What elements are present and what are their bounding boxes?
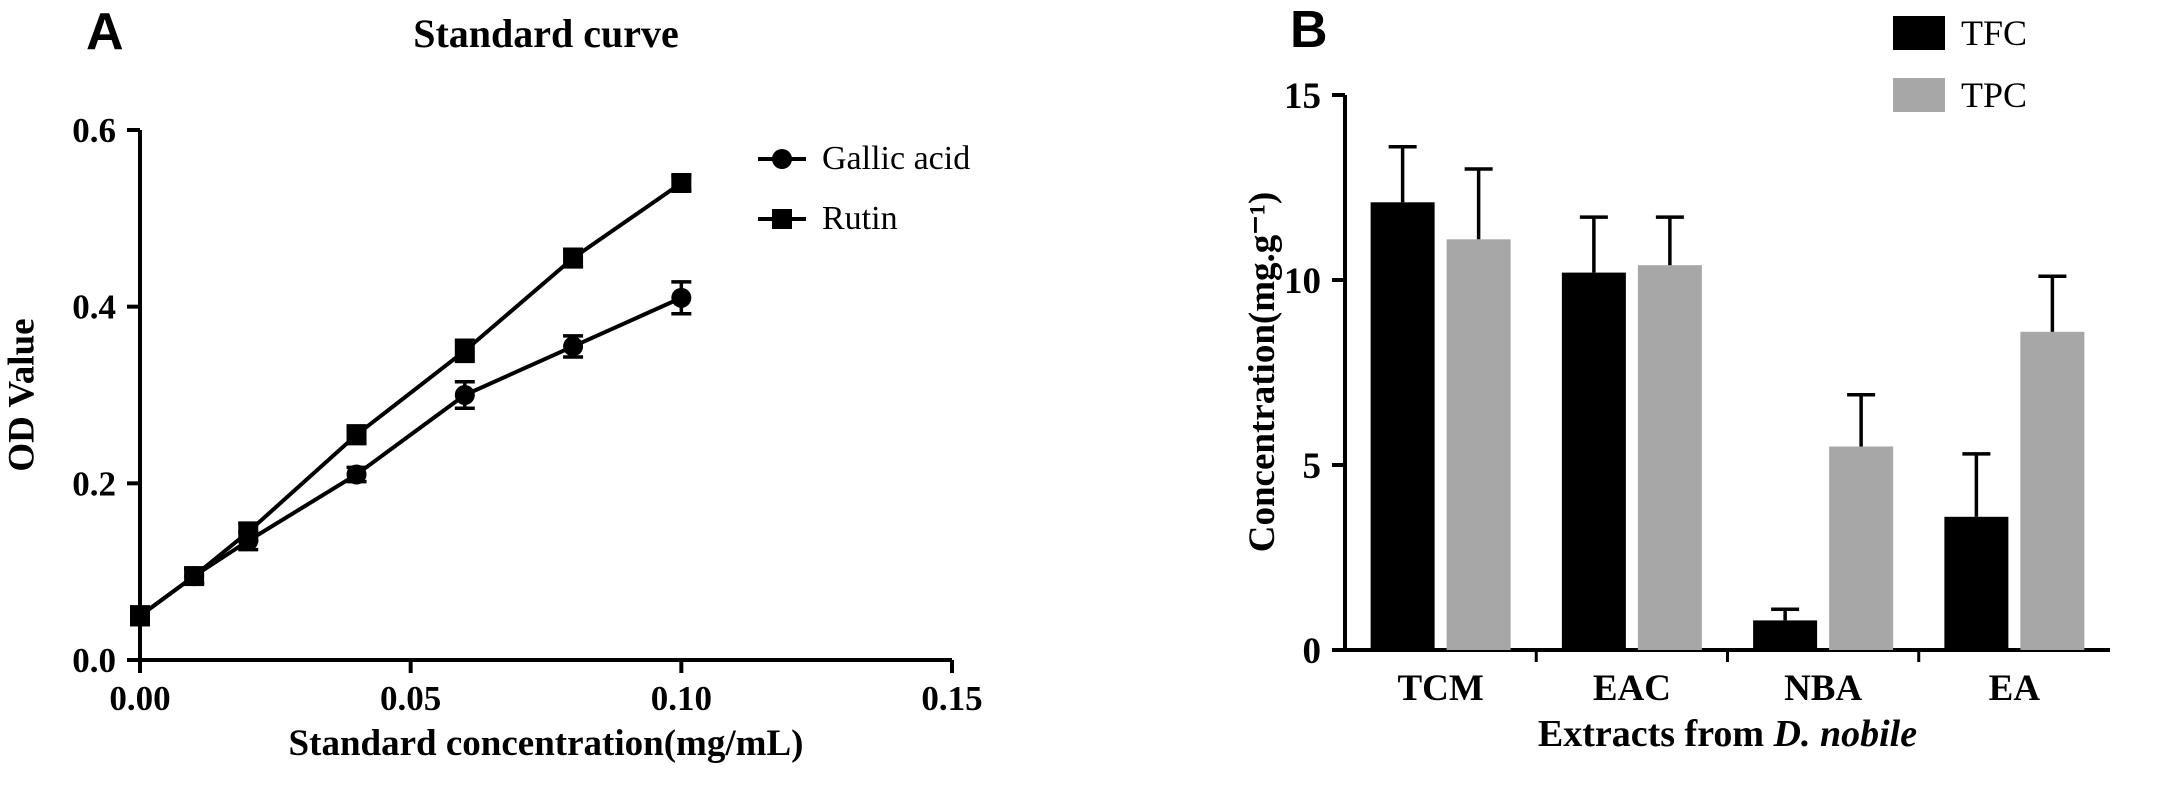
- data-point-rutin: [346, 424, 367, 445]
- rutin-key: [758, 208, 806, 230]
- series-line-rutin: [138, 181, 683, 618]
- panel-b-label: B: [1290, 1, 1328, 59]
- data-point-gallic-acid: [346, 464, 367, 485]
- legend-item-rutin: Rutin: [758, 200, 970, 238]
- chart-b-y-tick-label: 5: [1303, 446, 1322, 487]
- data-point-gallic-acid: [671, 287, 692, 308]
- chart-a-y-tick-label: 0.4: [72, 288, 116, 327]
- chart-b-y-axis-label: Concentration(mg.g⁻¹): [1242, 191, 1283, 553]
- chart-b-category-label-eac: EAC: [1593, 668, 1671, 709]
- legend-label-tfc: TFC: [1961, 13, 2028, 53]
- chart-a-x-tick-label: 0.05: [380, 679, 441, 718]
- chart-a-title: Standard curve: [413, 11, 679, 56]
- chart-a-x-tick-label: 0.10: [651, 679, 712, 718]
- chart-a-y-axis-label: OD Value: [1, 318, 43, 472]
- square-marker-icon: [772, 209, 792, 229]
- legend-item-tpc: TPC: [1893, 74, 2027, 116]
- bar-ea-tpc: [2020, 331, 2085, 650]
- chart-b-y-tick-label: 15: [1284, 76, 1321, 117]
- data-point-rutin: [238, 521, 259, 542]
- tpc-swatch-icon: [1893, 78, 1945, 112]
- chart-a-x-axis-label: Standard concentration(mg/mL): [288, 723, 804, 764]
- chart-a-x-tick-label: 0.15: [921, 679, 982, 718]
- data-point-gallic-acid: [563, 336, 584, 357]
- bar-nba-tfc: [1753, 620, 1818, 650]
- data-point-gallic-acid: [454, 385, 475, 405]
- data-point-rutin: [130, 605, 150, 626]
- chart-b-x-axis-label: Extracts from D. nobile: [1345, 712, 2110, 756]
- data-point-rutin: [563, 248, 584, 269]
- chart-b-x-axis-label-prefix: Extracts from: [1537, 713, 1774, 755]
- chart-a-y-tick-label: 0.6: [72, 111, 116, 150]
- bar-eac-tpc: [1637, 265, 1702, 650]
- legend-label-rutin: Rutin: [822, 200, 898, 237]
- chart-b-category-label-tcm: TCM: [1397, 668, 1483, 709]
- tfc-swatch-icon: [1893, 16, 1945, 50]
- bar-tcm-tfc: [1370, 202, 1435, 651]
- chart-a-legend: Gallic acid Rutin: [758, 140, 970, 238]
- bar-nba-tpc: [1829, 446, 1894, 650]
- bar-eac-tfc: [1561, 272, 1626, 650]
- data-point-rutin: [184, 566, 205, 587]
- gallic-acid-key: [758, 148, 806, 170]
- legend-label-gallic-acid: Gallic acid: [822, 140, 971, 177]
- legend-label-tpc: TPC: [1961, 75, 2028, 115]
- series-line-gallic-acid: [138, 296, 683, 618]
- chart-b-category-label-nba: NBA: [1784, 668, 1862, 709]
- chart-b-y-tick-label: 10: [1284, 261, 1321, 302]
- data-point-rutin: [671, 173, 692, 193]
- legend-item-gallic-acid: Gallic acid: [758, 140, 970, 178]
- chart-b-legend: TFC TPC: [1893, 12, 2027, 116]
- chart-b-y-tick-label: 0: [1303, 631, 1322, 672]
- bar-tcm-tpc: [1446, 239, 1511, 651]
- chart-b-x-axis-label-species: D. nobile: [1773, 713, 1918, 755]
- chart-b-category-label-ea: EA: [1989, 668, 2041, 709]
- bar-ea-tfc: [1944, 516, 2009, 650]
- chart-a-y-tick-label: 0.0: [72, 641, 116, 680]
- data-point-rutin: [454, 340, 475, 361]
- chart-a-x-tick-label: 0.00: [109, 679, 170, 718]
- circle-marker-icon: [772, 149, 792, 169]
- panel-a-label: A: [86, 3, 124, 61]
- legend-item-tfc: TFC: [1893, 12, 2027, 54]
- chart-a-y-tick-label: 0.2: [72, 464, 116, 503]
